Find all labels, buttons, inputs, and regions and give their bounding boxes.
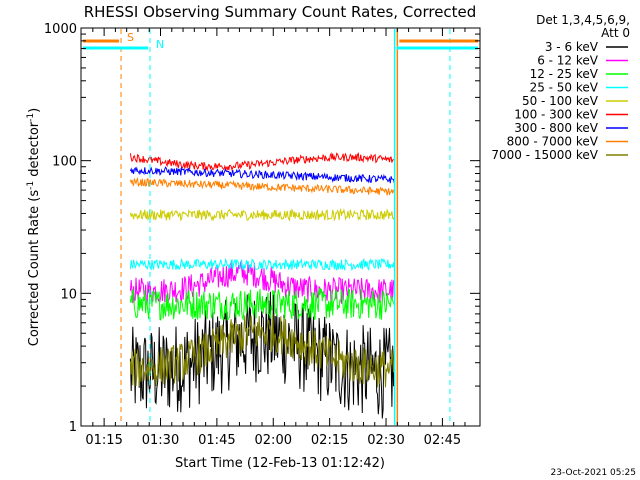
series-line — [129, 176, 395, 196]
y-tick-label: 100 — [52, 155, 77, 170]
legend-header-line2: Att 0 — [601, 26, 630, 40]
data-layer: SN — [83, 29, 478, 425]
legend-label: 50 - 100 keV — [522, 94, 599, 108]
legend-label: 100 - 300 keV — [514, 108, 598, 122]
series-4 — [129, 207, 395, 222]
series-1 — [129, 260, 395, 305]
marker-label: N — [156, 38, 164, 51]
legend-label: 3 - 6 keV — [545, 40, 599, 54]
marker-label: S — [127, 31, 134, 44]
legend-label: 6 - 12 keV — [537, 54, 599, 68]
series-line — [129, 313, 395, 388]
x-axis-label: Start Time (12-Feb-13 01:12:42) — [175, 456, 385, 471]
footer-date: 23-Oct-2021 05:25 — [551, 468, 636, 478]
series-2 — [129, 288, 395, 322]
legend-label: 7000 - 15000 keV — [491, 148, 598, 162]
plot-frame — [80, 27, 481, 427]
y-tick-label: 1 — [69, 420, 77, 435]
y-tick-label: 10 — [60, 287, 77, 302]
y-tick-label: 1000 — [44, 22, 77, 37]
chart-title: RHESSI Observing Summary Count Rates, Co… — [84, 3, 477, 21]
series-line — [129, 166, 395, 184]
y-axis-label: Corrected Count Rate (s-1 detector-1) — [26, 108, 42, 346]
series-7 — [129, 176, 395, 196]
series-3 — [129, 257, 395, 272]
legend-label: 25 - 50 keV — [530, 81, 599, 95]
series-line — [129, 257, 395, 272]
x-tick-label: 01:15 — [85, 433, 122, 448]
series-6 — [129, 166, 395, 184]
series-8 — [129, 313, 395, 388]
legend-label: 800 - 7000 keV — [507, 135, 599, 149]
axis-layer: 1 10 100 1000 01:15 01:30 01:45 02:00 02:15 02:30… — [44, 22, 480, 448]
series-line — [129, 288, 395, 322]
x-tick-label: 02:15 — [311, 433, 348, 448]
legend-label: 12 - 25 keV — [530, 67, 599, 81]
x-tick-label: 02:30 — [367, 433, 404, 448]
x-tick-label: 01:30 — [142, 433, 179, 448]
series-line — [129, 207, 395, 222]
x-tick-label: 02:00 — [255, 433, 292, 448]
x-tick-label: 02:45 — [424, 433, 461, 448]
series-line — [129, 152, 395, 172]
legend-header-line1: Det 1,3,4,5,6,9, — [536, 13, 630, 27]
series-5 — [129, 152, 395, 172]
series-line — [129, 260, 395, 305]
legend-label: 300 - 800 keV — [514, 121, 598, 135]
x-tick-label: 01:45 — [198, 433, 235, 448]
